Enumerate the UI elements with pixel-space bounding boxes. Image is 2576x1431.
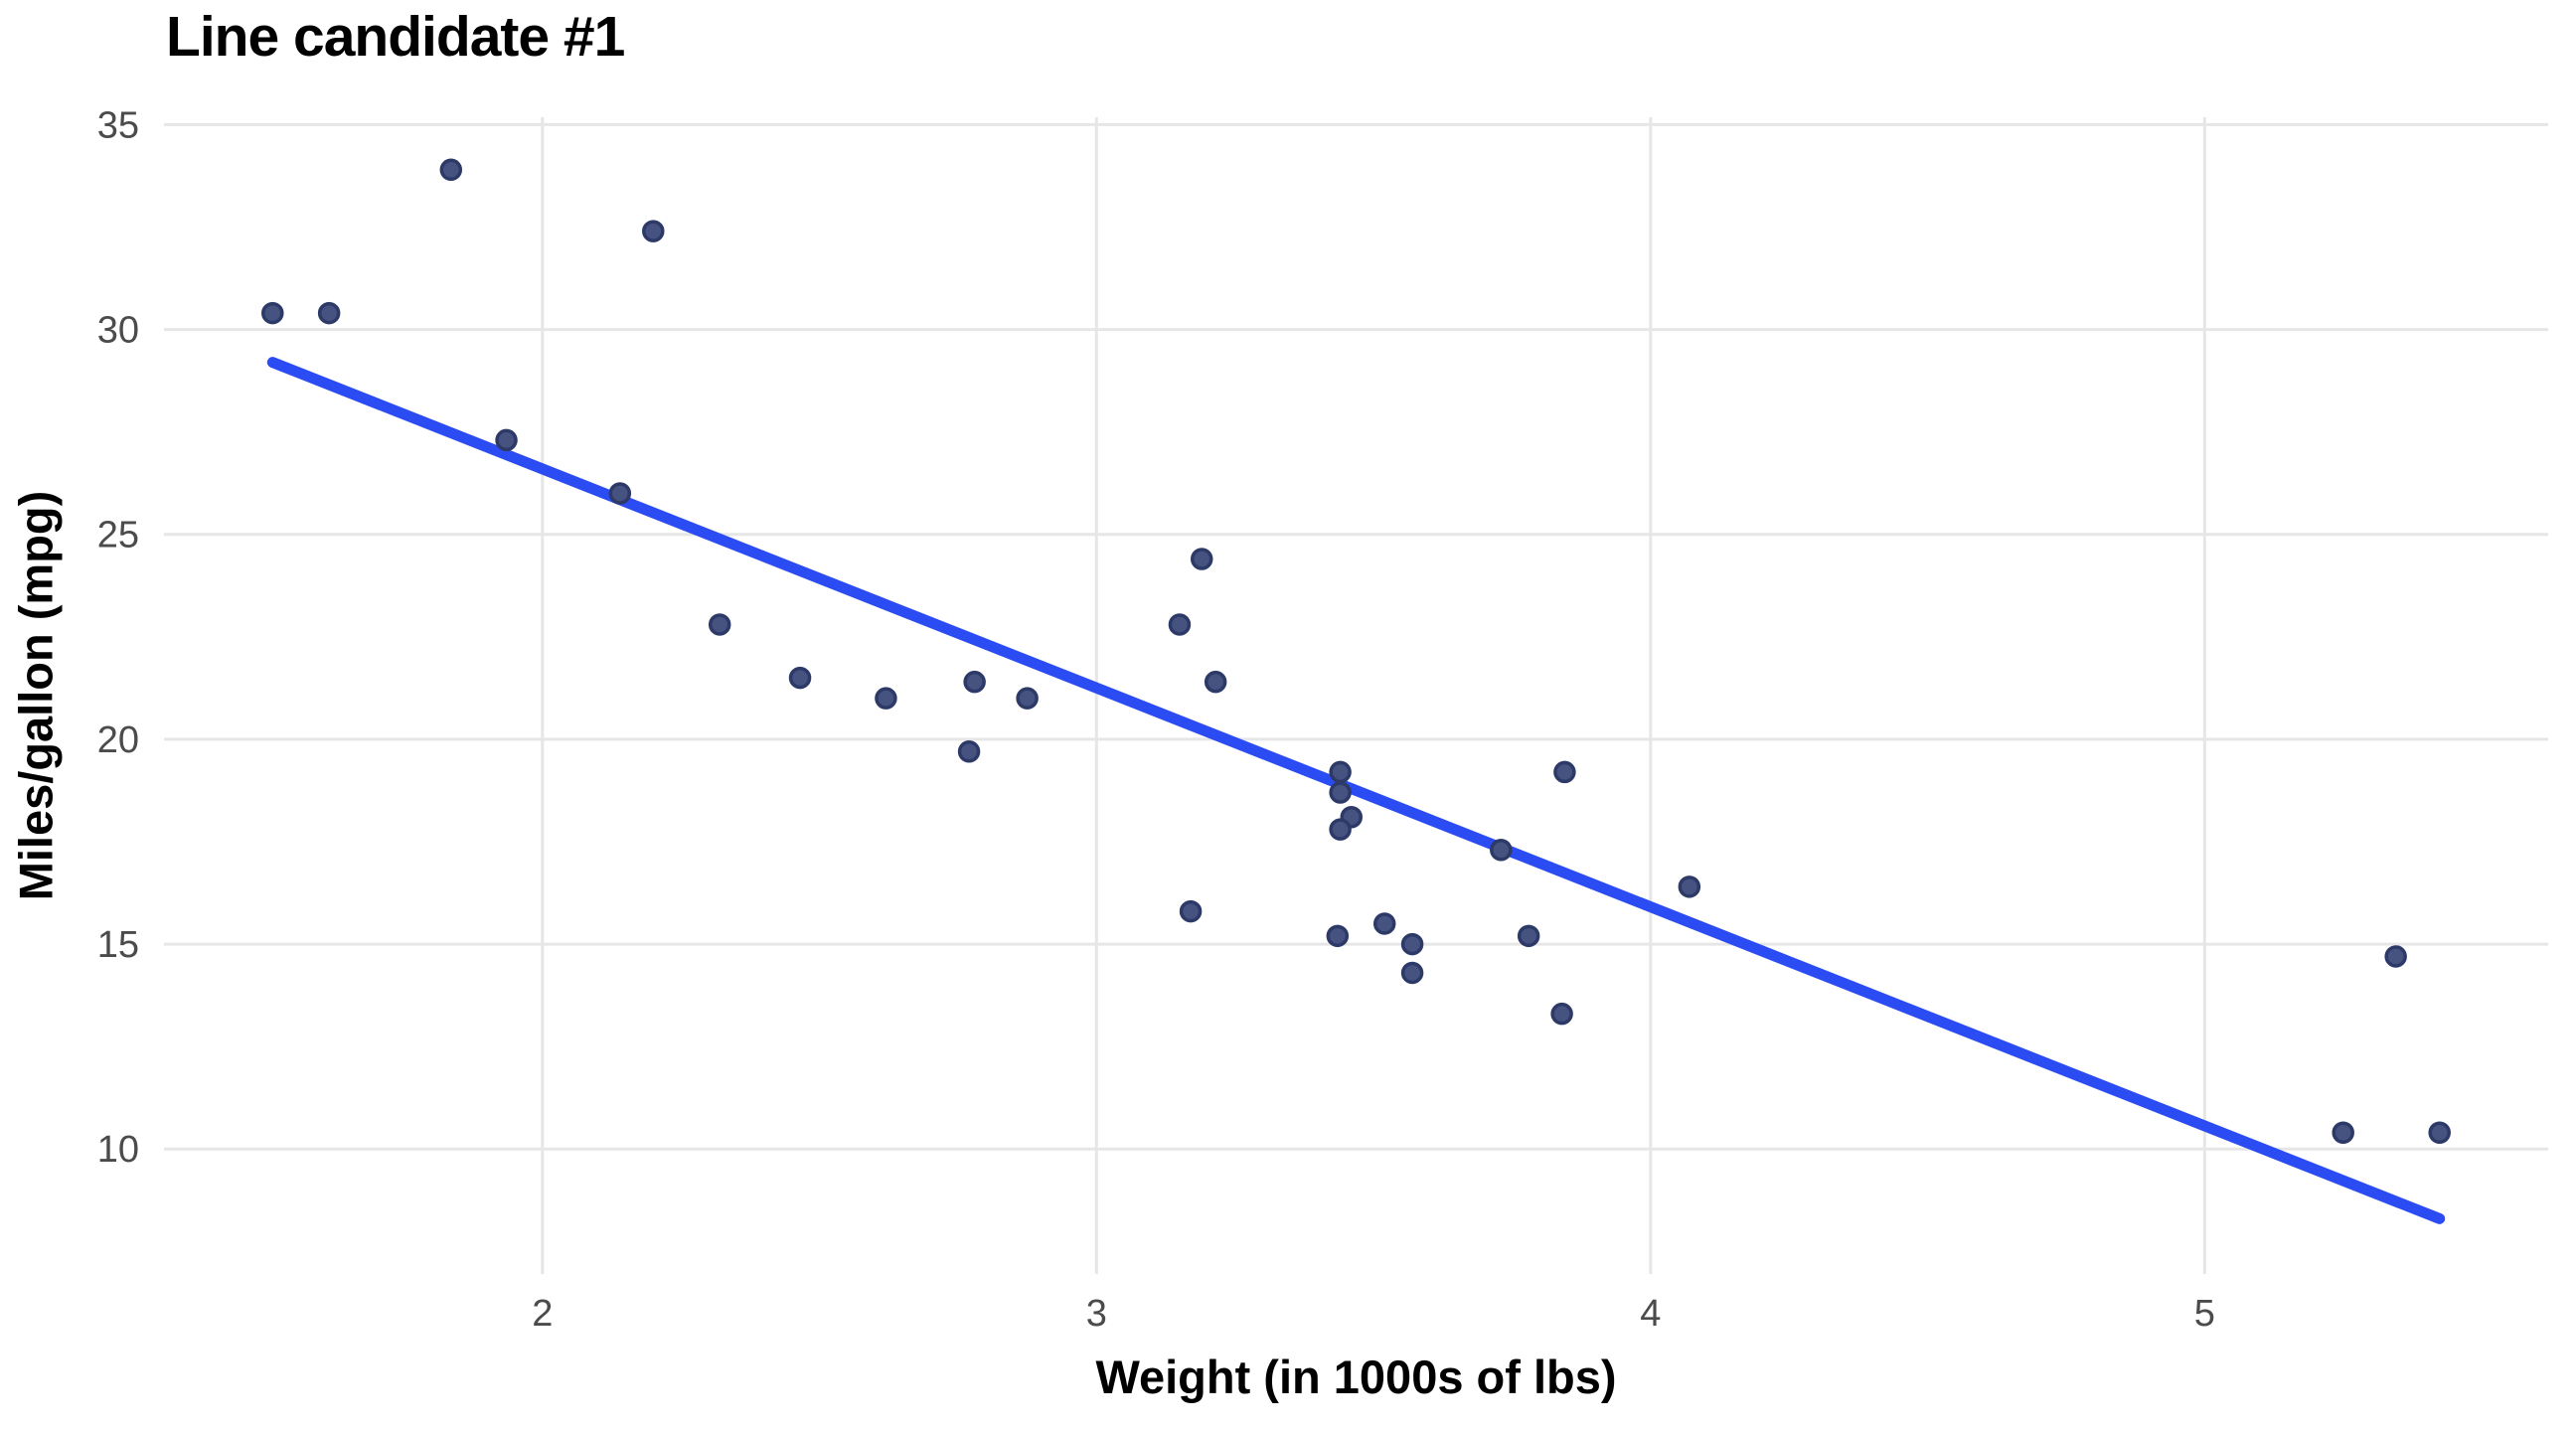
data-point <box>1372 912 1396 935</box>
y-tick-label: 10 <box>97 1129 139 1171</box>
data-point <box>1168 613 1192 636</box>
data-point <box>1490 838 1513 862</box>
data-point <box>957 740 981 763</box>
data-point <box>1517 924 1540 948</box>
data-point <box>1553 760 1576 784</box>
y-tick-label: 25 <box>97 515 139 556</box>
x-tick-label: 2 <box>532 1293 553 1335</box>
data-point <box>317 301 341 325</box>
data-point <box>963 670 986 694</box>
candidate-line <box>266 357 2446 1224</box>
chart-title: Line candidate #1 <box>166 5 625 69</box>
y-tick-label: 20 <box>97 719 139 761</box>
data-point <box>1179 899 1203 923</box>
data-point <box>608 482 632 505</box>
data-point <box>1204 670 1227 694</box>
data-point <box>261 301 284 325</box>
data-point <box>1400 932 1424 956</box>
y-tick-label: 15 <box>97 924 139 966</box>
data-point <box>2428 1121 2451 1144</box>
x-axis-title: Weight (in 1000s of lbs) <box>1095 1351 1617 1403</box>
data-point <box>439 158 463 182</box>
data-point <box>1329 781 1352 804</box>
data-point <box>1550 1002 1573 1026</box>
data-point <box>1326 924 1350 948</box>
data-point <box>1329 818 1352 841</box>
data-point <box>495 428 518 452</box>
data-point <box>1329 760 1352 784</box>
data-point <box>1016 687 1039 710</box>
x-tick-label: 4 <box>1640 1293 1661 1335</box>
data-point <box>1190 548 1213 570</box>
data-point <box>2332 1121 2354 1144</box>
data-point <box>1400 961 1424 985</box>
x-tick-label: 5 <box>2194 1293 2215 1335</box>
x-tick-label: 3 <box>1086 1293 1107 1335</box>
data-point <box>2384 945 2407 968</box>
data-point <box>875 687 897 710</box>
y-tick-label: 35 <box>97 104 139 146</box>
y-tick-label: 30 <box>97 310 139 352</box>
data-point <box>708 613 731 636</box>
data-point <box>642 220 665 242</box>
data-point <box>788 666 812 690</box>
data-point <box>1678 875 1701 898</box>
